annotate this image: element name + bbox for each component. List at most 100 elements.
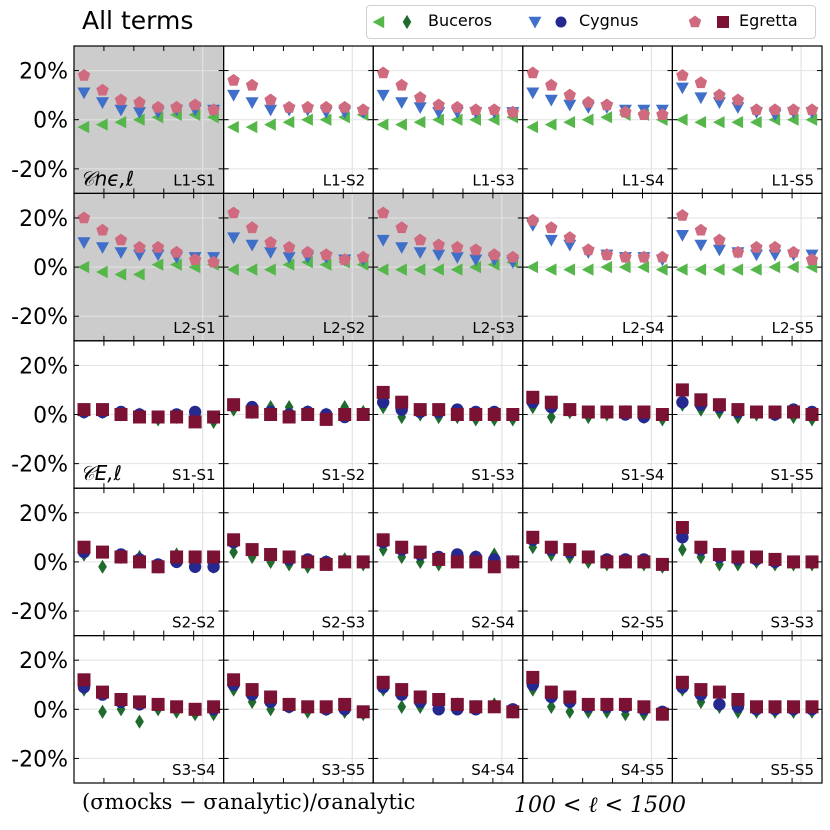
buceros-point: [694, 263, 707, 276]
egretta-point: [338, 555, 352, 569]
egretta-point: [319, 700, 333, 714]
buceros-point: [96, 118, 108, 131]
egretta-point: [227, 73, 240, 86]
egretta-point: [487, 700, 501, 714]
egretta-point: [376, 533, 390, 547]
cygnus-point: [114, 104, 128, 117]
egretta-point: [619, 105, 632, 118]
buceros-point: [229, 544, 238, 560]
egretta-point: [731, 245, 745, 258]
egretta-point: [731, 403, 745, 417]
egretta-point: [712, 398, 726, 412]
egretta-point: [656, 250, 669, 263]
egretta-point: [618, 405, 632, 419]
cygnus-point: [694, 92, 708, 105]
buceros-point: [526, 260, 538, 274]
egretta-point: [694, 223, 708, 236]
egretta-point: [170, 700, 184, 714]
cygnus-point: [77, 237, 91, 249]
legend-label-egretta: Egretta: [739, 11, 798, 30]
egretta-point: [395, 683, 409, 697]
egretta-point: [77, 540, 91, 554]
y-tick-label: -20%: [11, 158, 68, 183]
buceros-point: [750, 116, 762, 129]
egretta-point: [283, 100, 296, 113]
cygnus-point: [450, 252, 464, 264]
egretta-point: [170, 245, 183, 258]
buceros-point: [544, 118, 557, 131]
egretta-point: [750, 103, 763, 116]
egretta-point: [264, 408, 278, 421]
egretta-point: [563, 543, 577, 557]
buceros-point: [282, 258, 295, 271]
panel-label: S3-S4: [172, 761, 216, 779]
cygnus-point: [264, 247, 278, 259]
buceros-point: [600, 260, 613, 274]
panel-label: L2-S5: [772, 319, 814, 337]
panel-label: S3-S3: [770, 614, 814, 632]
panel-l2-s3: L2-S3: [372, 192, 524, 342]
egretta-point: [506, 250, 519, 263]
panel-label: S2-S5: [621, 614, 665, 632]
egretta-point: [319, 412, 333, 426]
egretta-point: [356, 408, 370, 421]
egretta-point: [245, 405, 259, 419]
egretta-point: [619, 250, 632, 263]
egretta-point: [301, 245, 314, 258]
buceros-point: [712, 263, 725, 276]
legend-label-cygnus: Cygnus: [579, 11, 639, 30]
egretta-point: [506, 705, 520, 719]
panel-l2-s2: L2-S2: [223, 192, 374, 342]
egretta-point: [563, 88, 576, 101]
panel-l1-s2: L1-S2: [223, 45, 374, 194]
cygnus-point: [207, 560, 220, 573]
egretta-point: [96, 403, 109, 417]
egretta-point: [414, 233, 427, 246]
egretta-point: [768, 240, 782, 253]
y-tick-label: 0%: [33, 698, 68, 723]
buceros-point: [432, 263, 444, 276]
egretta-point: [170, 100, 183, 113]
cygnus-point: [526, 87, 540, 100]
panel-l2-s1: L2-S1: [73, 192, 225, 342]
egretta-point: [320, 248, 333, 261]
egretta-point: [731, 93, 745, 106]
buceros-point: [563, 263, 575, 276]
egretta-point: [413, 403, 427, 417]
egretta-point: [96, 223, 109, 236]
egretta-point: [787, 700, 800, 714]
buceros-point: [432, 113, 444, 126]
panel-s1-s1: S1-S1 𝒞E,ℓ: [73, 340, 225, 489]
buceros-point: [413, 263, 426, 276]
egretta-point: [413, 545, 427, 559]
cygnus-point: [675, 230, 689, 242]
egretta-point: [376, 675, 390, 689]
egretta-point: [563, 403, 577, 417]
buceros-point: [245, 120, 258, 134]
egretta-point: [319, 557, 333, 571]
panel-label: S1-S4: [621, 466, 665, 484]
egretta-point: [731, 550, 745, 564]
buceros-point: [170, 258, 182, 271]
y-tick-label: 0%: [33, 551, 68, 576]
egretta-point: [151, 410, 165, 424]
buceros-point: [487, 113, 500, 126]
cygnus-point: [432, 249, 446, 262]
egretta-point: [151, 100, 165, 113]
panel-label: S1-S5: [770, 466, 814, 484]
buceros-point: [319, 113, 332, 126]
egretta-point: [487, 560, 501, 574]
panel-s2-s3: S2-S3: [223, 487, 374, 637]
cygnus-point: [395, 242, 409, 254]
cygnus-point: [77, 87, 91, 100]
panel-l1-s5: L1-S5: [671, 45, 823, 194]
egretta-point: [170, 410, 184, 424]
egretta-point: [526, 213, 539, 226]
egretta-point: [675, 521, 689, 534]
legend-egretta-square-icon: [717, 16, 729, 28]
egretta-point: [245, 78, 259, 91]
egretta-point: [227, 673, 241, 687]
egretta-point: [188, 702, 202, 716]
egretta-point: [805, 700, 819, 714]
